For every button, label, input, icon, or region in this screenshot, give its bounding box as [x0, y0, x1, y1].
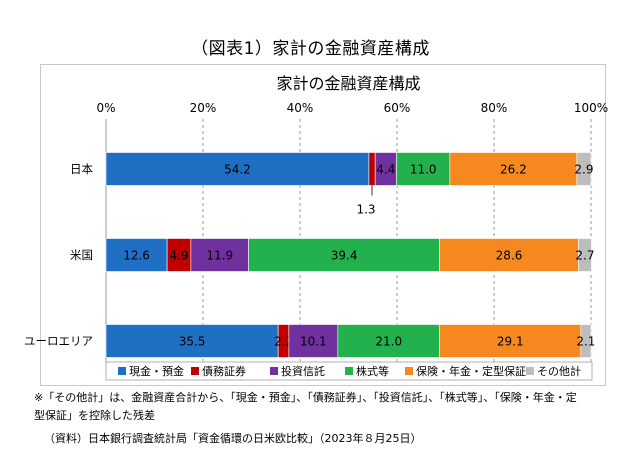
bar-segment — [576, 152, 592, 186]
data-label: 28.6 — [496, 249, 523, 263]
data-label: 26.2 — [500, 163, 527, 177]
x-tick-label: 40% — [287, 101, 314, 115]
data-label: 39.4 — [331, 249, 358, 263]
legend-swatch — [405, 367, 413, 375]
data-label: 11.0 — [410, 163, 437, 177]
bar-segment — [439, 324, 582, 358]
x-tick-label: 20% — [190, 101, 217, 115]
x-tick-label: 60% — [384, 101, 411, 115]
bar-segment — [396, 152, 451, 186]
data-label: 12.6 — [123, 249, 150, 263]
legend-label: 現金・預金 — [129, 364, 184, 378]
bar-segment — [248, 238, 440, 272]
data-label: 4.4 — [376, 163, 395, 177]
data-label: 2.1 — [576, 335, 595, 349]
bar-segment — [439, 238, 579, 272]
data-label: 35.5 — [179, 335, 206, 349]
bar-segment — [288, 324, 339, 358]
legend-swatch — [526, 367, 534, 375]
chart-frame — [40, 64, 606, 386]
category-label: 日本 — [70, 162, 93, 176]
bar-segment — [580, 324, 592, 358]
legend-label: 株式等 — [356, 364, 389, 378]
bar-segment — [105, 324, 279, 358]
data-label: 4.9 — [169, 249, 188, 263]
bar-segment — [337, 324, 440, 358]
note-line-1: ※「その他計」は、金融資産合計から、「現金・預金」、「債務証券」、「投資信託」、… — [34, 391, 577, 404]
x-tick-label: 0% — [96, 101, 115, 115]
legend-label: 債務証券 — [202, 364, 246, 378]
data-label: 11.9 — [206, 249, 233, 263]
data-label: 1.3 — [356, 203, 375, 217]
note-line-2: 型保証」を控除した残差 — [34, 409, 155, 422]
bar-segment — [578, 238, 592, 272]
source-note: （資料）日本銀行調査統計局「資金循環の日米欧比較」（2023年８月25日） — [44, 432, 422, 445]
data-label: 2.2 — [274, 335, 293, 349]
bar-segment — [449, 152, 578, 186]
legend-swatch — [345, 367, 353, 375]
figure-title: （図表1）家計の金融資産構成 — [191, 39, 430, 59]
category-label: 米国 — [70, 248, 93, 262]
category-label: ユーロエリア — [24, 334, 93, 348]
legend-label: 保険・年金・定型保証 — [416, 364, 526, 378]
bar-segment — [190, 238, 249, 272]
bar-segment — [105, 152, 370, 186]
x-tick-label: 100% — [574, 101, 608, 115]
data-label: 10.1 — [300, 335, 327, 349]
data-label: 21.0 — [375, 335, 402, 349]
data-label: 29.1 — [497, 335, 524, 349]
x-tick-label: 80% — [481, 101, 508, 115]
legend-swatch — [191, 367, 199, 375]
legend-label: 投資信託 — [281, 364, 325, 378]
data-label: 54.2 — [224, 163, 251, 177]
data-label: 2.9 — [574, 163, 593, 177]
data-label: 2.7 — [575, 249, 594, 263]
bar-segment — [105, 238, 168, 272]
legend-swatch — [118, 367, 126, 375]
bar-segment — [368, 152, 376, 186]
legend-label: その他計 — [537, 364, 581, 378]
chart-title: 家計の金融資産構成 — [276, 74, 420, 93]
legend-swatch — [270, 367, 278, 375]
